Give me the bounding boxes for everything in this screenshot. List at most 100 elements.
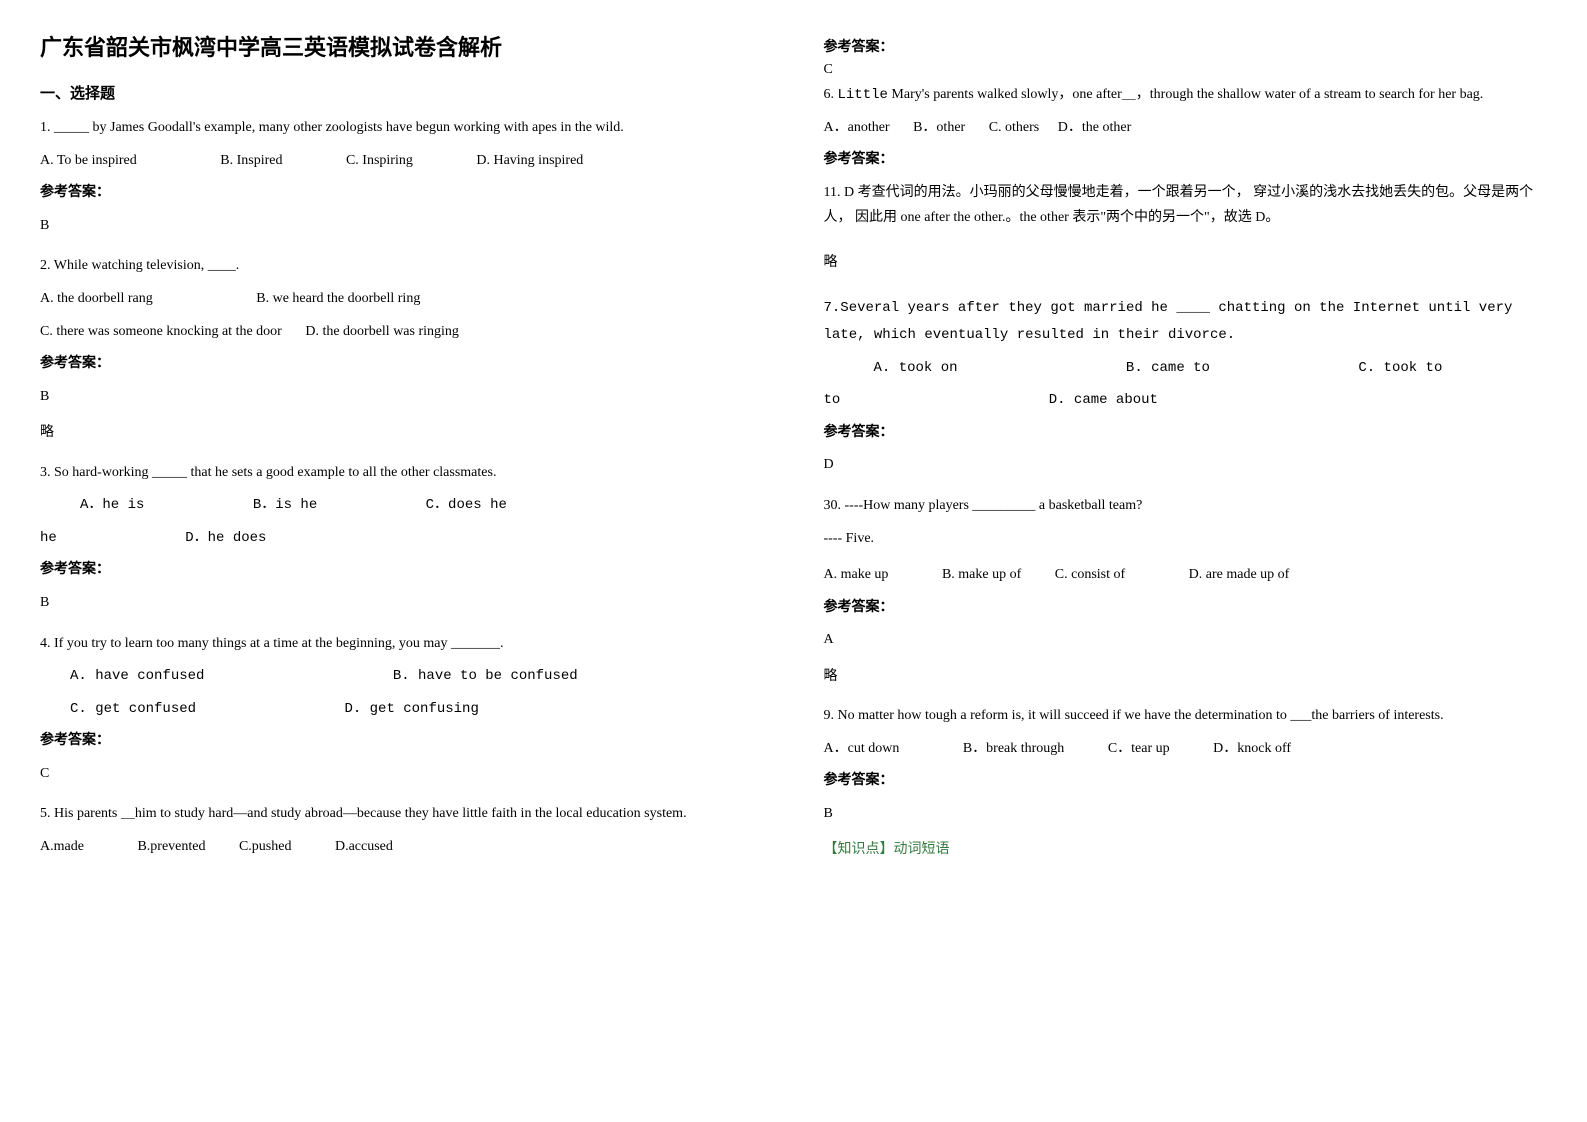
explanation: 11. D 考查代词的用法。小玛丽的父母慢慢地走着，一个跟着另一个， 穿过小溪的… [824,180,1548,230]
option-a: A. the doorbell rang [40,286,153,313]
page-title: 广东省韶关市枫湾中学高三英语模拟试卷含解析 [40,30,764,62]
option-c: C．tear up [1108,736,1170,763]
option-c-cont: he [40,525,57,552]
answer-value: B [40,213,764,240]
options: A. To be inspired B. Inspired C. Inspiri… [40,148,764,175]
option-b: B. we heard the doorbell ring [256,286,420,313]
page-container: 广东省韶关市枫湾中学高三英语模拟试卷含解析 一、选择题 1. _____ by … [40,30,1547,878]
options-row1: A．he is B．is he C．does he [40,492,764,519]
note: 略 [40,420,764,445]
question-9: 9. No matter how tough a reform is, it w… [824,703,1548,864]
answer-label: 参考答案： [40,351,764,378]
answer-value: A [824,627,1548,654]
answer-label: 参考答案： [40,728,764,755]
option-b: B. have to be confused [393,663,578,690]
option-d: D.accused [335,834,393,861]
option-c: C．does he [426,492,507,519]
note: 略 [824,250,1548,275]
option-b: B. make up of [942,562,1021,589]
question-1: 1. _____ by James Goodall's example, man… [40,115,764,239]
options: A.made B.prevented C.pushed D.accused [40,834,764,861]
answer-label: 参考答案： [824,595,1548,622]
options-row1: A. the doorbell rang B. we heard the doo… [40,286,764,313]
option-b: B.prevented [137,834,205,861]
question-text: 2. While watching television, ____. [40,253,764,280]
options-row1: A. have confused B. have to be confused [40,663,764,690]
option-a: A. took on [874,355,958,382]
option-a: A．another [824,115,890,142]
options-row1: A. took on B. came to C. took to [824,355,1548,382]
answer-label: 参考答案： [40,180,764,207]
option-a: A. make up [824,562,889,589]
question-text: 6. Little Mary's parents walked slowly，o… [824,82,1548,109]
answer-value: C [40,761,764,788]
q6-mono: Little [838,87,888,103]
option-d: D．the other [1058,115,1131,142]
answer-value: B [40,384,764,411]
answer-label: 参考答案： [824,36,1548,56]
question-6: 6. Little Mary's parents walked slowly，o… [824,82,1548,275]
option-d: D. came about [1049,387,1158,414]
option-c: C. consist of [1055,562,1125,589]
option-b: B. came to [1126,355,1210,382]
q6-rest: Mary's parents walked slowly，one after＿，… [888,87,1483,102]
option-b: B．break through [963,736,1064,763]
options-row2: C. get confused D. get confusing [40,696,764,723]
option-c: C. get confused [70,696,196,723]
option-c: C. there was someone knocking at the doo… [40,319,282,346]
question-text: 1. _____ by James Goodall's example, man… [40,115,764,142]
option-a: A．he is [80,492,144,519]
question-8: 30. ----How many players _________ a bas… [824,493,1548,689]
option-c-cont: to [824,387,841,414]
question-4: 4. If you try to learn too many things a… [40,631,764,788]
question-5: 5. His parents ＿him to study hard—and st… [40,801,764,860]
question-text: 5. His parents ＿him to study hard—and st… [40,801,764,828]
answer-value: D [824,452,1548,479]
question-text: 4. If you try to learn too many things a… [40,631,764,658]
answer-label: 参考答案： [824,420,1548,447]
options: A．cut down B．break through C．tear up D．k… [824,736,1548,763]
option-b: B．is he [253,492,317,519]
note: 略 [824,664,1548,689]
option-d: D．knock off [1213,736,1291,763]
option-a: A.made [40,834,84,861]
left-column: 广东省韶关市枫湾中学高三英语模拟试卷含解析 一、选择题 1. _____ by … [40,30,764,878]
options-row2: to D. came about [824,387,1548,414]
question-2: 2. While watching television, ____. A. t… [40,253,764,445]
options-row2: he D．he does [40,525,764,552]
answer-label: 参考答案： [824,768,1548,795]
answer-value: B [40,590,764,617]
question-text: 3. So hard-working _____ that he sets a … [40,460,764,487]
option-c: C. took to [1358,355,1442,382]
option-d: D．he does [185,525,266,552]
option-c: C.pushed [239,834,292,861]
option-a: A. To be inspired [40,148,137,175]
option-a: A．cut down [824,736,900,763]
options: A．another B．other C. others D．the other [824,115,1548,142]
option-d: D. the doorbell was ringing [305,319,459,346]
answer-label: 参考答案： [824,147,1548,174]
option-c: C. Inspiring [346,148,413,175]
q6-prefix: 6. [824,87,838,102]
question-7: 7.Several years after they got married h… [824,295,1548,479]
right-column: 参考答案： C 6. Little Mary's parents walked … [824,30,1548,878]
option-b: B. Inspired [220,148,282,175]
section-header: 一、选择题 [40,82,764,103]
option-d: D. Having inspired [476,148,583,175]
question-3: 3. So hard-working _____ that he sets a … [40,460,764,617]
option-d: D. are made up of [1189,562,1290,589]
question-text: 9. No matter how tough a reform is, it w… [824,703,1548,730]
option-b: B．other [913,115,965,142]
question-text: 30. ----How many players _________ a bas… [824,493,1548,520]
knowledge-point: 【知识点】动词短语 [824,837,1548,864]
option-a: A. have confused [70,663,204,690]
option-c: C. others [989,115,1040,142]
answer-value: B [824,801,1548,828]
question-text: 7.Several years after they got married h… [824,295,1548,348]
options: A. make up B. make up of C. consist of D… [824,562,1548,589]
options-row2: C. there was someone knocking at the doo… [40,319,764,346]
answer-value: C [824,62,1548,78]
question-text-2: ---- Five. [824,526,1548,553]
option-d: D. get confusing [344,696,478,723]
answer-label: 参考答案： [40,557,764,584]
